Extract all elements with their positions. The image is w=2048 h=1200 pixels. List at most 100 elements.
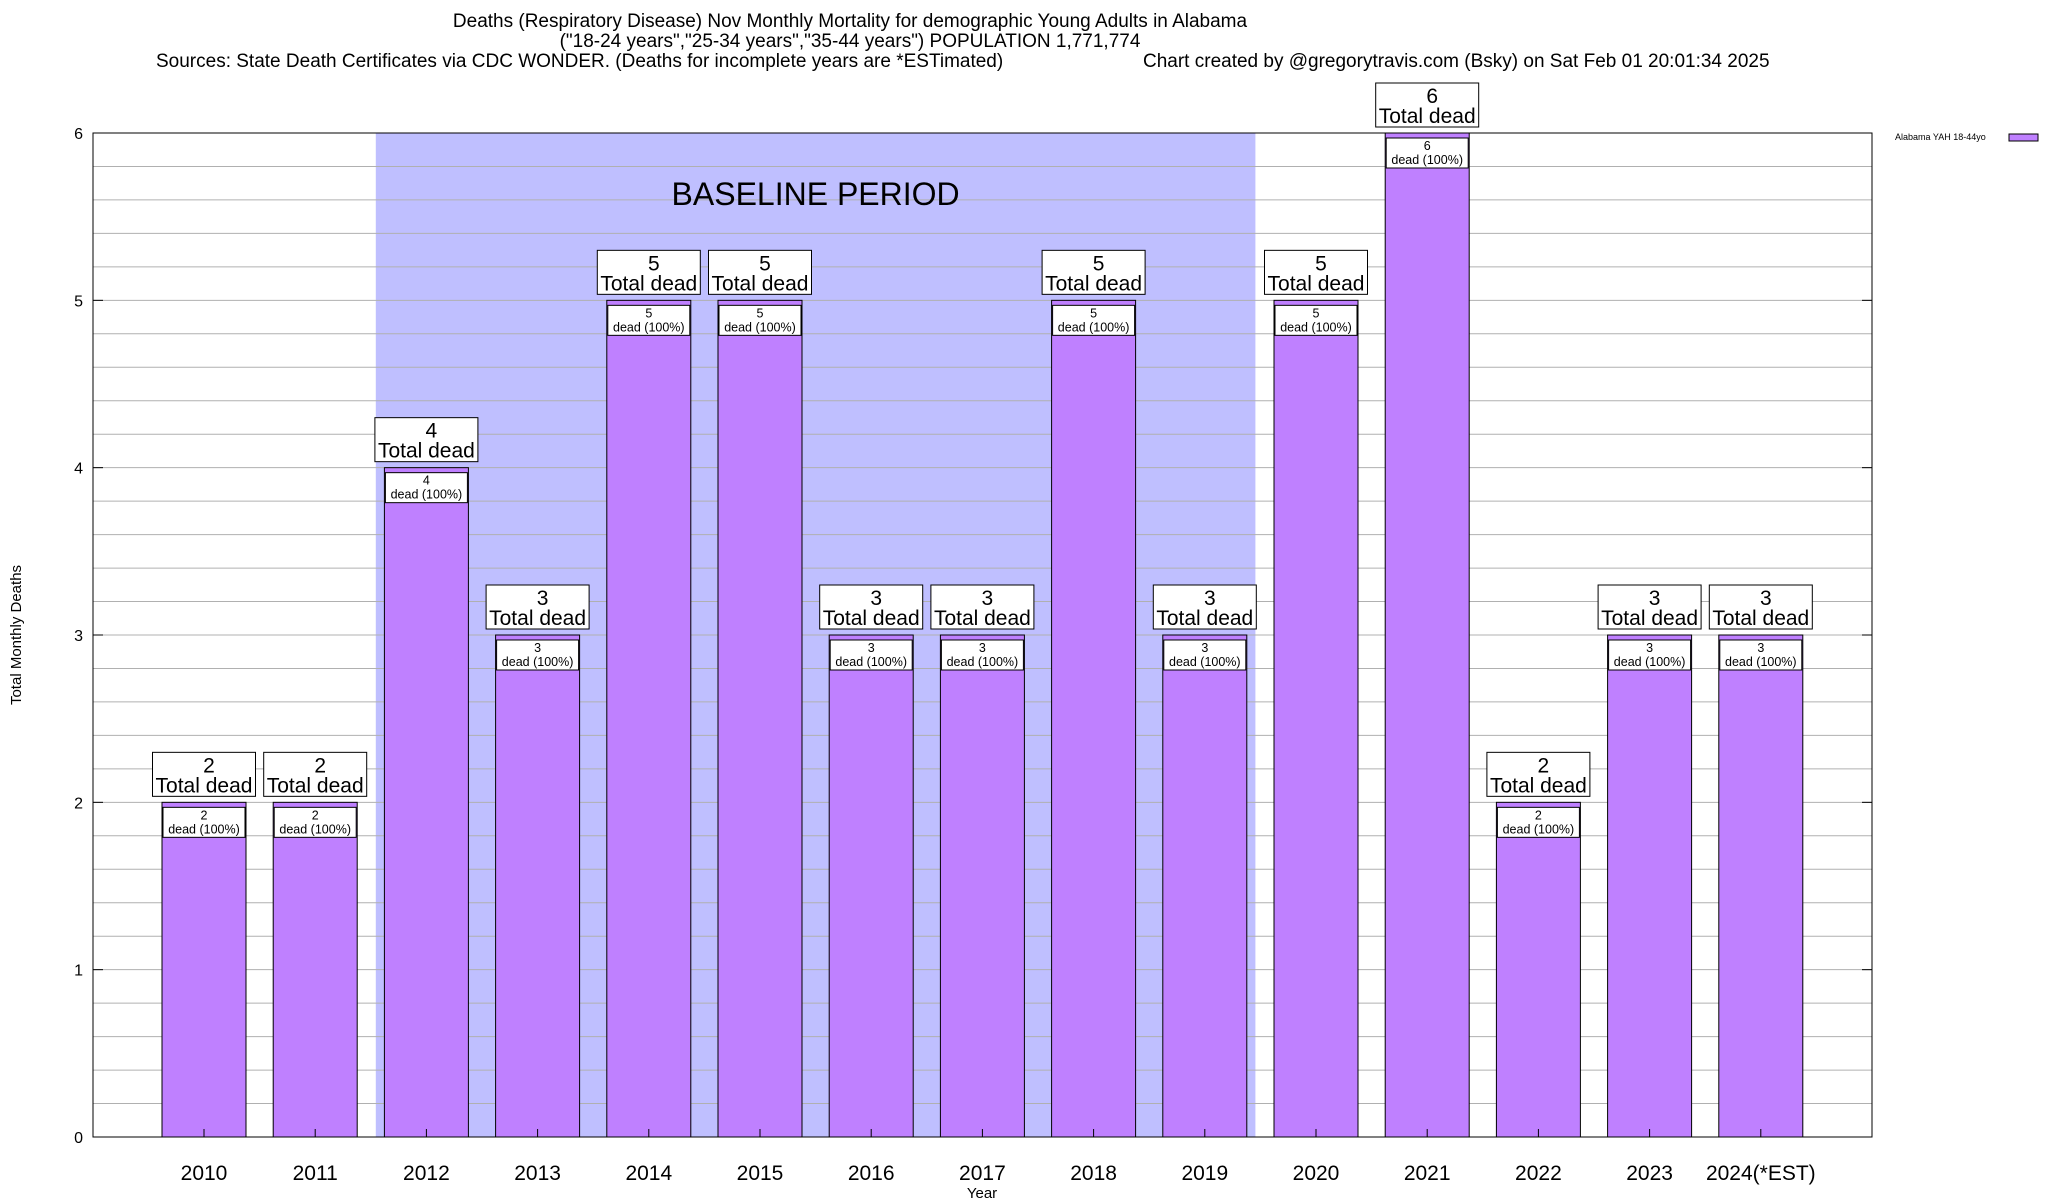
total-label-text: Total dead (156, 774, 253, 797)
total-label-text: Total dead (1156, 607, 1253, 630)
total-label-box (596, 249, 701, 295)
pct-label-text: dead (100%) (1169, 655, 1241, 669)
total-label-text: Total dead (712, 272, 809, 295)
pct-label-text: dead (100%) (613, 320, 685, 334)
pct-label-value: 2 (1535, 808, 1542, 822)
total-label-box (1597, 584, 1702, 630)
bar-2023 (1607, 634, 1693, 1138)
y-tick-label: 1 (74, 963, 83, 980)
total-label-value: 5 (759, 252, 771, 275)
total-label-value: 3 (1760, 587, 1772, 610)
bar-2017 (939, 634, 1025, 1138)
pct-label-text: dead (100%) (168, 822, 240, 836)
total-label-text: Total dead (489, 607, 586, 630)
pct-label-box (1496, 806, 1580, 838)
total-label-box (1152, 584, 1257, 630)
y-tick-label: 6 (74, 126, 83, 143)
total-label-value: 2 (1538, 754, 1550, 777)
total-label-box (1708, 584, 1813, 630)
pct-label-text: dead (100%) (1725, 655, 1797, 669)
total-label-box (930, 584, 1035, 630)
total-label-text: Total dead (378, 440, 475, 463)
chart-title-line-2: ("18-24 years","25-34 years","35-44 year… (559, 31, 1141, 52)
total-label-text: Total dead (1045, 272, 1142, 295)
bar-2024(*EST) (1718, 634, 1804, 1138)
pct-label-box (607, 304, 691, 336)
total-label-text: Total dead (1379, 105, 1476, 128)
pct-label-value: 5 (1313, 306, 1320, 320)
x-tick-label-2013: 2013 (514, 1162, 561, 1185)
pct-label-value: 3 (1646, 641, 1653, 655)
pct-label-box (273, 806, 357, 838)
total-label-box (1264, 249, 1368, 295)
total-label-box (374, 417, 479, 463)
total-label-text: Total dead (934, 607, 1031, 630)
x-tick-label-2012: 2012 (403, 1162, 450, 1185)
total-label-text: Total dead (1712, 607, 1809, 630)
chart-sources-line: Sources: State Death Certificates via CD… (0, 51, 1770, 72)
pct-label-value: 3 (1757, 641, 1764, 655)
bar-2010 (161, 801, 247, 1138)
total-label-value: 2 (203, 754, 215, 777)
pct-label-box (940, 639, 1024, 671)
x-tick-label-2015: 2015 (737, 1162, 784, 1185)
total-label-value: 5 (1093, 252, 1105, 275)
pct-label-value: 5 (757, 306, 764, 320)
x-axis-title: Year (967, 1185, 997, 1200)
total-label-box (819, 584, 924, 630)
bar-2014 (606, 299, 692, 1138)
total-label-text: Total dead (1490, 774, 1587, 797)
pct-label-text: dead (100%) (1058, 320, 1130, 334)
pct-label-value: 3 (868, 641, 875, 655)
pct-label-value: 5 (1090, 306, 1097, 320)
total-label-value: 3 (537, 587, 549, 610)
x-tick-label-2010: 2010 (181, 1162, 228, 1185)
bar-layer (161, 132, 1804, 1138)
pct-label-value: 2 (312, 808, 319, 822)
x-tick-label-2019: 2019 (1181, 1162, 1228, 1185)
y-tick-label: 0 (74, 1130, 83, 1147)
legend-label: Alabama YAH 18-44yo (1895, 132, 1986, 142)
chart-title-block: Deaths (Respiratory Disease) Nov Monthly… (0, 12, 1770, 72)
sources-text: Sources: State Death Certificates via CD… (156, 51, 1004, 72)
total-label-value: 5 (648, 252, 660, 275)
legend: Alabama YAH 18-44yo (1895, 132, 2039, 142)
x-tick-label-2020: 2020 (1293, 1162, 1340, 1185)
pct-label-box (829, 639, 913, 671)
x-tick-label-2014: 2014 (625, 1162, 672, 1185)
y-axis-title: Total Monthly Deaths (8, 565, 25, 705)
baseline-annotation: BASELINE PERIOD (672, 176, 960, 212)
pct-label-box (1719, 639, 1803, 671)
pct-label-box (1385, 137, 1469, 169)
credit-text: Chart created by @gregorytravis.com (Bsk… (1143, 51, 1770, 72)
total-label-box (263, 751, 368, 797)
y-tick-label: 3 (74, 628, 83, 645)
total-label-box (1375, 82, 1480, 128)
x-tick-label-2022: 2022 (1515, 1162, 1562, 1185)
pct-label-box (384, 472, 468, 504)
pct-label-text: dead (100%) (1614, 655, 1686, 669)
bar-2015 (717, 299, 803, 1138)
x-tick-label-2017: 2017 (959, 1162, 1006, 1185)
total-label-value: 5 (1315, 252, 1327, 275)
y-tick-label: 4 (74, 461, 83, 478)
pct-label-text: dead (100%) (1391, 153, 1463, 167)
pct-label-text: dead (100%) (279, 822, 351, 836)
bar-2013 (495, 634, 581, 1138)
pct-label-box (1052, 304, 1136, 336)
bar-2011 (272, 801, 358, 1138)
pct-label-text: dead (100%) (724, 320, 796, 334)
x-tick-label-2023: 2023 (1626, 1162, 1673, 1185)
pct-label-box (496, 639, 580, 671)
total-label-text: Total dead (1268, 272, 1365, 295)
pct-label-value: 5 (645, 306, 652, 320)
bar-2020 (1273, 299, 1359, 1138)
x-tick-label-2024(*EST): 2024(*EST) (1706, 1162, 1816, 1185)
pct-label-box (1163, 639, 1247, 671)
total-label-value: 3 (870, 587, 882, 610)
pct-label-box (1274, 304, 1358, 336)
total-label-value: 3 (1204, 587, 1216, 610)
total-label-box (708, 249, 812, 295)
